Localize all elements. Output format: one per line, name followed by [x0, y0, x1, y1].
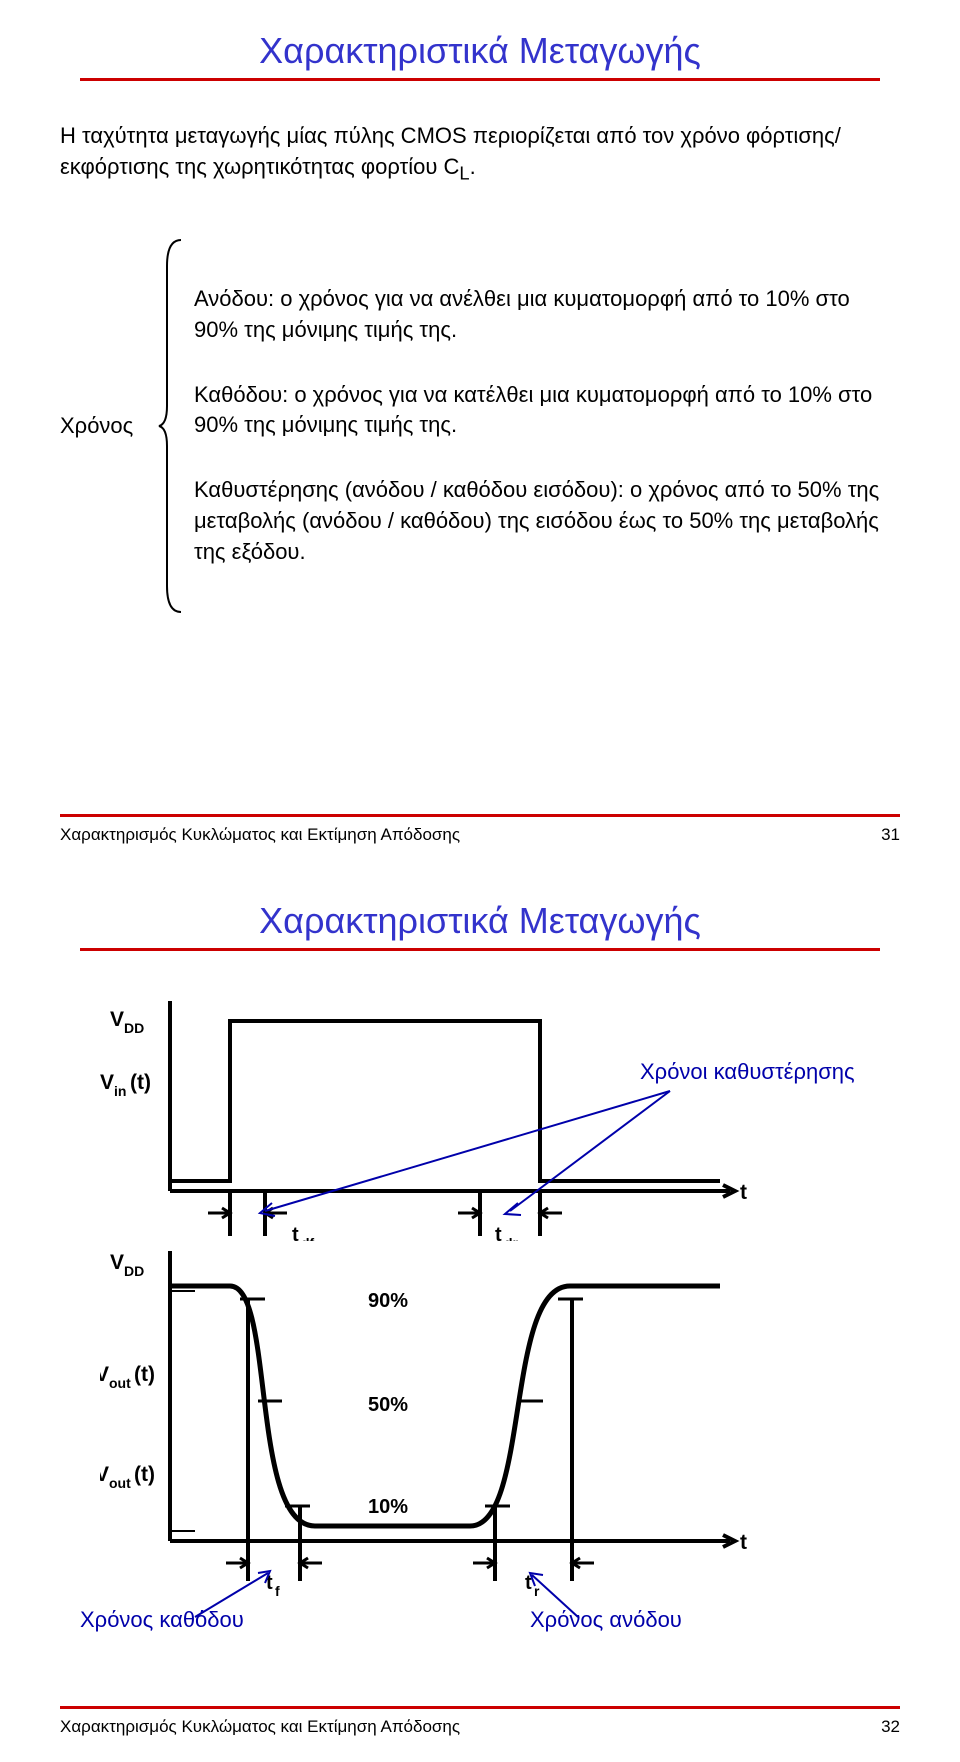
page-number: 31: [881, 825, 900, 845]
svg-text:V: V: [100, 1463, 109, 1486]
slide-2: Χαρακτηριστικά Μεταγωγής: [0, 870, 960, 1762]
footer-text: Χαρακτηρισμός Κυκλώματος και Εκτίμηση Απ…: [60, 825, 460, 845]
footer-line: Χαρακτηρισμός Κυκλώματος και Εκτίμηση Απ…: [60, 825, 900, 845]
svg-text:t: t: [266, 1572, 273, 1594]
svg-text:t: t: [740, 1531, 747, 1554]
svg-text:dr: dr: [504, 1235, 519, 1241]
svg-text:V: V: [100, 1363, 109, 1386]
footer-rule: [60, 814, 900, 817]
ann-fall-time: Χρόνος καθόδου: [80, 1607, 244, 1633]
slide-footer: Χαρακτηρισμός Κυκλώματος και Εκτίμηση Απ…: [60, 1706, 900, 1737]
pct-10: 10%: [368, 1496, 408, 1518]
svg-text:(t): (t): [134, 1463, 155, 1486]
pct-50: 50%: [368, 1394, 408, 1416]
title-wrap: Χαρακτηριστικά Μεταγωγής: [60, 900, 900, 951]
svg-text:DD: DD: [124, 1263, 144, 1279]
timing-diagram: VDD Vin(t) t tdf tdr 90% 50% 10%: [100, 981, 860, 1621]
footer-rule: [60, 1706, 900, 1709]
title-rule: [80, 948, 880, 951]
def-rise-time: Ανόδου: ο χρόνος για να ανέλθει μια κυμα…: [194, 284, 900, 346]
svg-text:V: V: [100, 1071, 114, 1094]
svg-text:t: t: [292, 1224, 299, 1241]
svg-text:(t): (t): [134, 1363, 155, 1386]
svg-text:t: t: [525, 1572, 532, 1594]
curly-brace-icon: [157, 236, 187, 616]
def-fall-time: Καθόδου: ο χρόνος για να κατέλθει μια κυ…: [194, 380, 900, 442]
svg-text:t: t: [740, 1181, 747, 1204]
footer-line: Χαρακτηρισμός Κυκλώματος και Εκτίμηση Απ…: [60, 1717, 900, 1737]
svg-text:in: in: [114, 1083, 126, 1099]
svg-text:V: V: [110, 1008, 124, 1031]
svg-text:out: out: [109, 1475, 131, 1491]
definitions-row: Χρόνος Ανόδου: ο χρόνος για να ανέλθει μ…: [60, 236, 900, 616]
ann-rise-time: Χρόνος ανόδου: [530, 1607, 682, 1633]
svg-text:t: t: [495, 1224, 502, 1241]
title-wrap: Χαρακτηριστικά Μεταγωγής: [60, 30, 900, 81]
footer-text: Χαρακτηρισμός Κυκλώματος και Εκτίμηση Απ…: [60, 1717, 460, 1737]
svg-text:r: r: [534, 1583, 540, 1599]
input-waveform: VDD Vin(t) t tdf tdr: [100, 981, 800, 1241]
svg-text:(t): (t): [130, 1071, 151, 1094]
svg-text:f: f: [275, 1583, 280, 1599]
intro-subscript: L: [459, 162, 469, 183]
brace-label: Χρόνος: [60, 413, 150, 439]
page-number: 32: [881, 1717, 900, 1737]
slide-title: Χαρακτηριστικά Μεταγωγής: [259, 30, 701, 72]
intro-tail: .: [470, 154, 476, 179]
slide-footer: Χαρακτηρισμός Κυκλώματος και Εκτίμηση Απ…: [60, 814, 900, 845]
ann-delay-times: Χρόνοι καθυστέρησης: [640, 1059, 855, 1085]
slide-1: Χαρακτηριστικά Μεταγωγής Η ταχύτητα μετα…: [0, 0, 960, 870]
pct-90: 90%: [368, 1290, 408, 1312]
def-delay-time: Καθυστέρησης (ανόδου / καθόδου εισόδου):…: [194, 475, 900, 567]
title-rule: [80, 78, 880, 81]
svg-text:df: df: [301, 1235, 315, 1241]
svg-text:out: out: [109, 1375, 131, 1391]
intro-text: Η ταχύτητα μεταγωγής μίας πύλης CMOS περ…: [60, 123, 841, 179]
svg-text:DD: DD: [124, 1020, 144, 1036]
definitions-column: Ανόδου: ο χρόνος για να ανέλθει μια κυμα…: [194, 284, 900, 568]
output-waveform: 90% 50% 10% tf t: [100, 1251, 800, 1621]
intro-paragraph: Η ταχύτητα μεταγωγής μίας πύλης CMOS περ…: [60, 121, 900, 186]
svg-text:V: V: [110, 1251, 124, 1274]
brace-column: [154, 236, 190, 616]
slide-title: Χαρακτηριστικά Μεταγωγής: [259, 900, 701, 942]
